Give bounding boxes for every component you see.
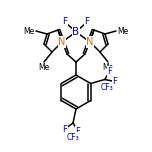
Text: F: F [63,124,67,133]
Text: F: F [112,77,117,86]
Text: F: F [107,67,112,76]
Text: Me: Me [117,26,129,36]
Text: CF₃: CF₃ [100,83,113,92]
Text: N: N [58,37,66,47]
Text: CF₃: CF₃ [67,133,79,142]
Text: F: F [85,17,90,26]
Text: Me: Me [23,26,35,36]
Text: Me: Me [102,64,114,73]
Text: F: F [76,126,80,135]
Text: Me: Me [38,64,50,73]
Text: F: F [62,17,67,26]
Text: N: N [86,37,94,47]
Text: B: B [73,27,79,37]
